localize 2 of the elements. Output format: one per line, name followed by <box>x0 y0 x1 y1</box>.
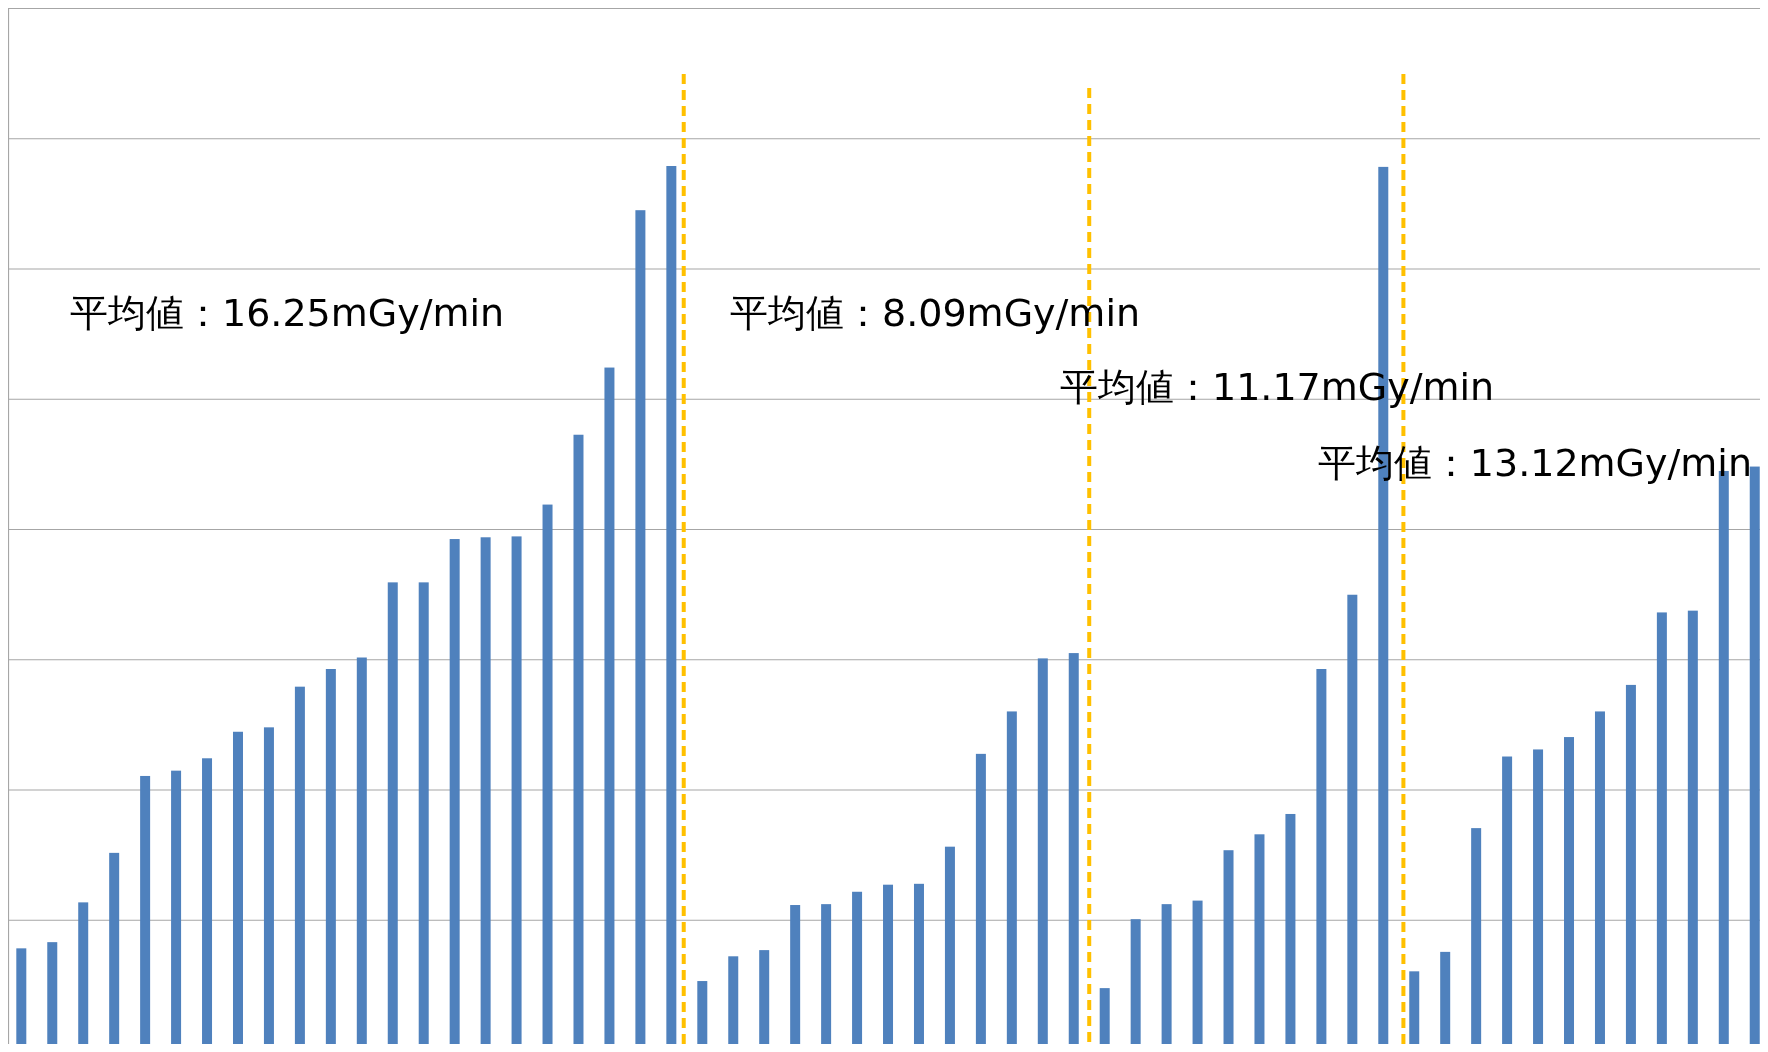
annotation: 平均値：8.09mGy/min <box>730 291 1141 335</box>
annotation: 平均値：16.25mGy/min <box>70 291 505 335</box>
